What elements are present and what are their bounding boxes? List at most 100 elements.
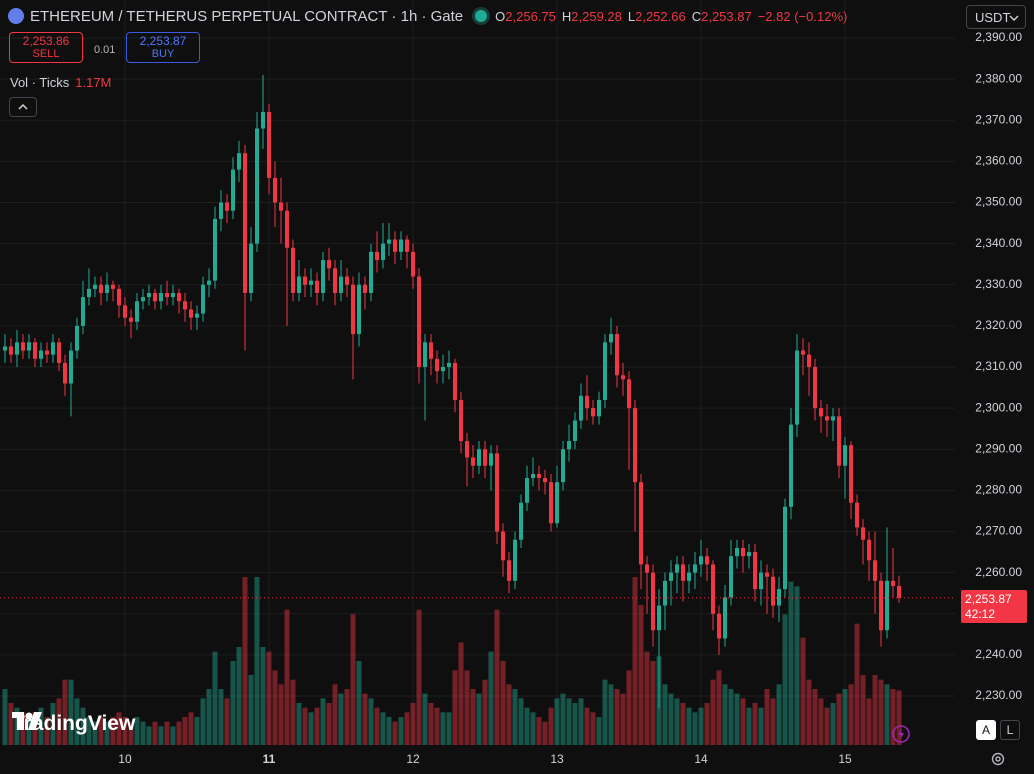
volume-bar bbox=[668, 693, 674, 745]
candle-body bbox=[813, 367, 818, 409]
candle-body bbox=[320, 260, 325, 293]
candle-body bbox=[807, 354, 812, 368]
candle-body bbox=[627, 379, 632, 409]
volume-bar bbox=[788, 581, 794, 745]
candle-body bbox=[230, 169, 235, 211]
candle-body bbox=[699, 556, 704, 565]
volume-bar bbox=[854, 623, 860, 745]
candle-body bbox=[314, 280, 319, 293]
volume-bar bbox=[386, 717, 392, 745]
volume-bar bbox=[794, 586, 800, 745]
watermark: TradingView bbox=[12, 712, 135, 736]
candle-body bbox=[68, 350, 73, 384]
y-tick-label: 2,320.00 bbox=[975, 318, 1022, 332]
ohlc-close: C2,253.87 bbox=[692, 9, 752, 24]
sell-button[interactable]: 2,253.86 SELL bbox=[9, 32, 83, 63]
candle-body bbox=[44, 350, 49, 355]
volume-bar bbox=[104, 721, 110, 745]
volume-bar bbox=[236, 647, 242, 745]
candle-body bbox=[248, 243, 253, 293]
ohlc-high: H2,259.28 bbox=[562, 9, 622, 24]
volume-bar bbox=[140, 721, 146, 745]
collapse-button[interactable] bbox=[9, 97, 37, 117]
volume-bar bbox=[302, 707, 308, 745]
candle-body bbox=[110, 284, 115, 289]
volume-bar bbox=[728, 689, 734, 745]
candle-body bbox=[452, 362, 457, 400]
candle-body bbox=[386, 239, 391, 244]
volume-bar bbox=[320, 698, 326, 745]
candle-body bbox=[38, 350, 43, 359]
candle-body bbox=[20, 342, 25, 351]
volume-bar bbox=[392, 721, 398, 745]
candle-body bbox=[296, 276, 301, 293]
candle-body bbox=[705, 556, 710, 565]
candle-body bbox=[663, 580, 668, 606]
volume-bar bbox=[590, 712, 596, 745]
volume-bar bbox=[560, 693, 566, 745]
candle-body bbox=[723, 597, 728, 639]
candle-body bbox=[843, 445, 848, 466]
candle-body bbox=[74, 325, 79, 351]
candle-body bbox=[188, 309, 193, 318]
candle-body bbox=[489, 453, 494, 466]
candle-body bbox=[855, 502, 860, 528]
volume-bar bbox=[860, 675, 866, 745]
volume-bar bbox=[674, 698, 680, 745]
volume-bar bbox=[662, 684, 668, 745]
ohlc-value: 2,252.66 bbox=[635, 8, 686, 24]
candle-body bbox=[603, 342, 608, 400]
candle-body bbox=[326, 260, 331, 269]
candle-body bbox=[158, 292, 163, 302]
symbol-title[interactable]: ETHEREUM / TETHERUS PERPETUAL CONTRACT ·… bbox=[30, 7, 464, 25]
candle-body bbox=[272, 177, 277, 203]
flash-icon[interactable] bbox=[891, 724, 911, 744]
y-tick-label: 2,360.00 bbox=[975, 154, 1022, 168]
candle-body bbox=[621, 375, 626, 380]
candle-body bbox=[410, 251, 415, 277]
settings-icon[interactable] bbox=[990, 751, 1006, 767]
currency-select[interactable]: USDT bbox=[966, 5, 1026, 29]
volume-bar bbox=[86, 717, 92, 745]
x-tick-label: 12 bbox=[406, 752, 420, 766]
volume-bar bbox=[494, 609, 500, 745]
candle-body bbox=[398, 239, 403, 252]
auto-button[interactable]: A bbox=[976, 720, 996, 740]
currency: USDT bbox=[975, 9, 1011, 25]
candle-body bbox=[170, 292, 175, 298]
y-tick-label: 2,230.00 bbox=[975, 688, 1022, 702]
candle-body bbox=[615, 334, 620, 376]
candle-body bbox=[332, 268, 337, 293]
candle-body bbox=[56, 342, 61, 363]
volume-bar bbox=[14, 707, 20, 745]
candle-body bbox=[392, 239, 397, 252]
candle-body bbox=[789, 424, 794, 507]
y-tick-label: 2,380.00 bbox=[975, 71, 1022, 85]
candle-body bbox=[218, 202, 223, 219]
volume-bar bbox=[536, 717, 542, 745]
volume-bar bbox=[464, 670, 470, 745]
y-tick-label: 2,300.00 bbox=[975, 400, 1022, 414]
volume-bar bbox=[116, 712, 122, 745]
candle-body bbox=[26, 342, 31, 351]
candle-body bbox=[891, 580, 896, 587]
candle-body bbox=[440, 367, 445, 372]
market-status bbox=[475, 10, 488, 22]
volume-bar bbox=[704, 703, 710, 745]
log-button[interactable]: L bbox=[1000, 720, 1020, 740]
y-tick-label: 2,270.00 bbox=[975, 524, 1022, 538]
volume-bar bbox=[68, 679, 74, 745]
volume-bar bbox=[284, 609, 290, 745]
candle-body bbox=[609, 334, 614, 343]
y-tick-label: 2,330.00 bbox=[975, 277, 1022, 291]
x-tick-label: 14 bbox=[694, 752, 708, 766]
candle-body bbox=[404, 239, 409, 252]
candle-body bbox=[152, 292, 157, 302]
volume-bar bbox=[278, 684, 284, 745]
log-label: L bbox=[1006, 723, 1014, 737]
buy-button[interactable]: 2,253.87 BUY bbox=[126, 32, 200, 63]
candle-body bbox=[422, 342, 427, 368]
volume-bar bbox=[368, 698, 374, 745]
candle-body bbox=[80, 297, 85, 326]
volume-bar bbox=[380, 712, 386, 745]
